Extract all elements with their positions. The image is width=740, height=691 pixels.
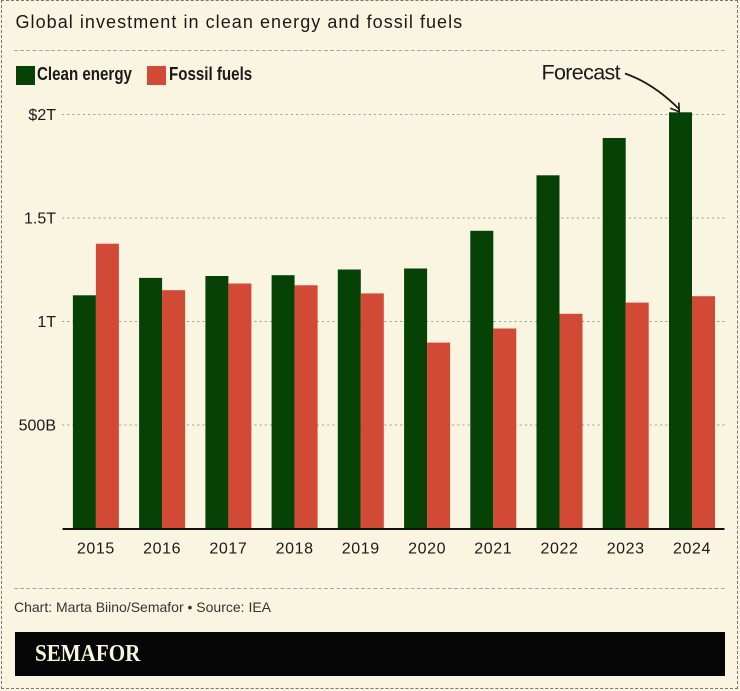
svg-text:2018: 2018 (276, 541, 314, 558)
svg-text:2017: 2017 (209, 541, 247, 558)
svg-text:2024: 2024 (673, 541, 711, 558)
svg-text:1T: 1T (37, 314, 56, 331)
svg-text:500B: 500B (19, 418, 56, 435)
svg-text:2020: 2020 (408, 541, 446, 558)
svg-text:2021: 2021 (474, 541, 512, 558)
svg-text:2016: 2016 (143, 541, 181, 558)
svg-text:2022: 2022 (541, 541, 579, 558)
svg-text:Forecast: Forecast (542, 61, 621, 85)
svg-text:2019: 2019 (342, 541, 380, 558)
svg-text:2015: 2015 (77, 541, 115, 558)
svg-text:1.5T: 1.5T (24, 211, 56, 228)
svg-text:$2T: $2T (28, 107, 56, 124)
svg-text:2023: 2023 (607, 541, 645, 558)
